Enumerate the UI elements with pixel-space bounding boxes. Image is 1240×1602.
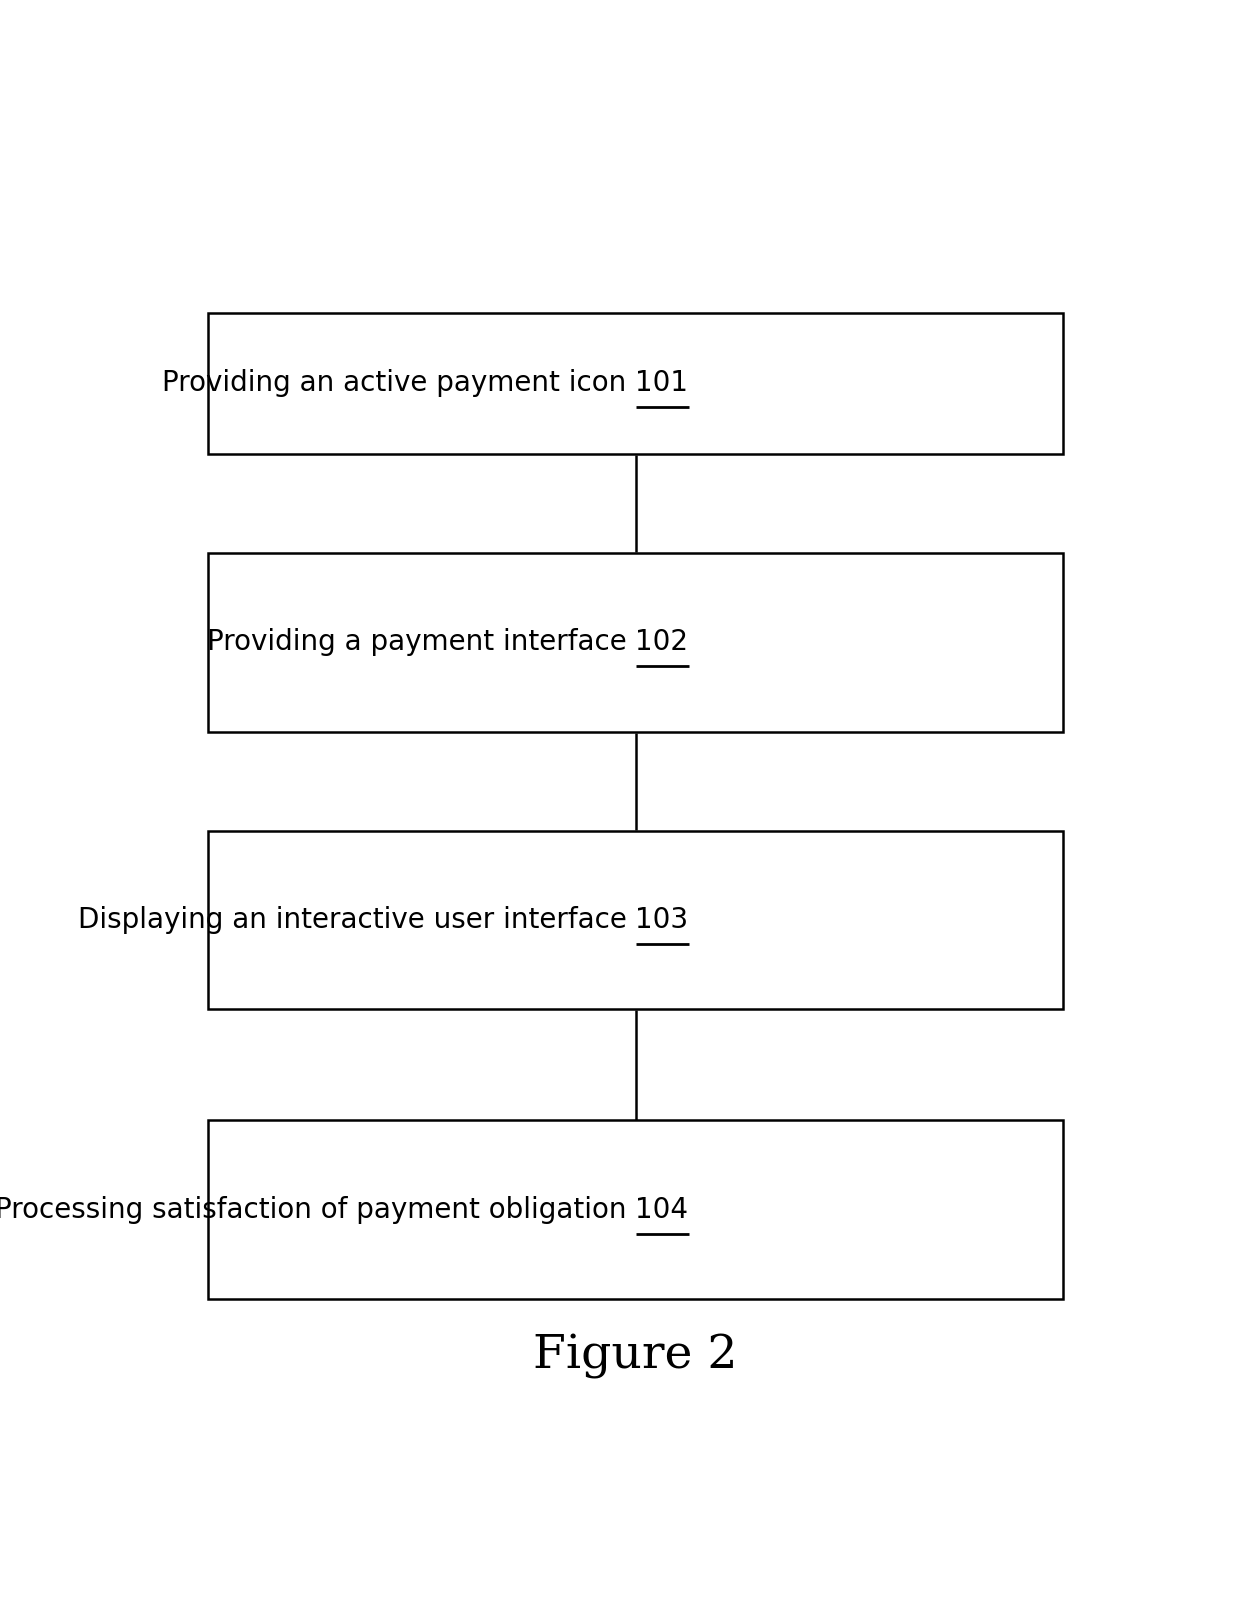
Bar [208, 1120, 1063, 1299]
Text: Figure 2: Figure 2 [533, 1333, 738, 1379]
Text: Displaying an interactive user interface: Displaying an interactive user interface [78, 907, 635, 934]
Text: Providing a payment interface: Providing a payment interface [207, 628, 635, 657]
Bar [208, 553, 1063, 732]
Bar [208, 830, 1063, 1009]
Text: 104: 104 [635, 1197, 688, 1224]
Bar [208, 312, 1063, 455]
Text: 101: 101 [635, 370, 688, 397]
Text: 103: 103 [635, 907, 688, 934]
Text: Providing an active payment icon: Providing an active payment icon [162, 370, 635, 397]
Text: 102: 102 [635, 628, 688, 657]
Text: Processing satisfaction of payment obligation: Processing satisfaction of payment oblig… [0, 1197, 635, 1224]
